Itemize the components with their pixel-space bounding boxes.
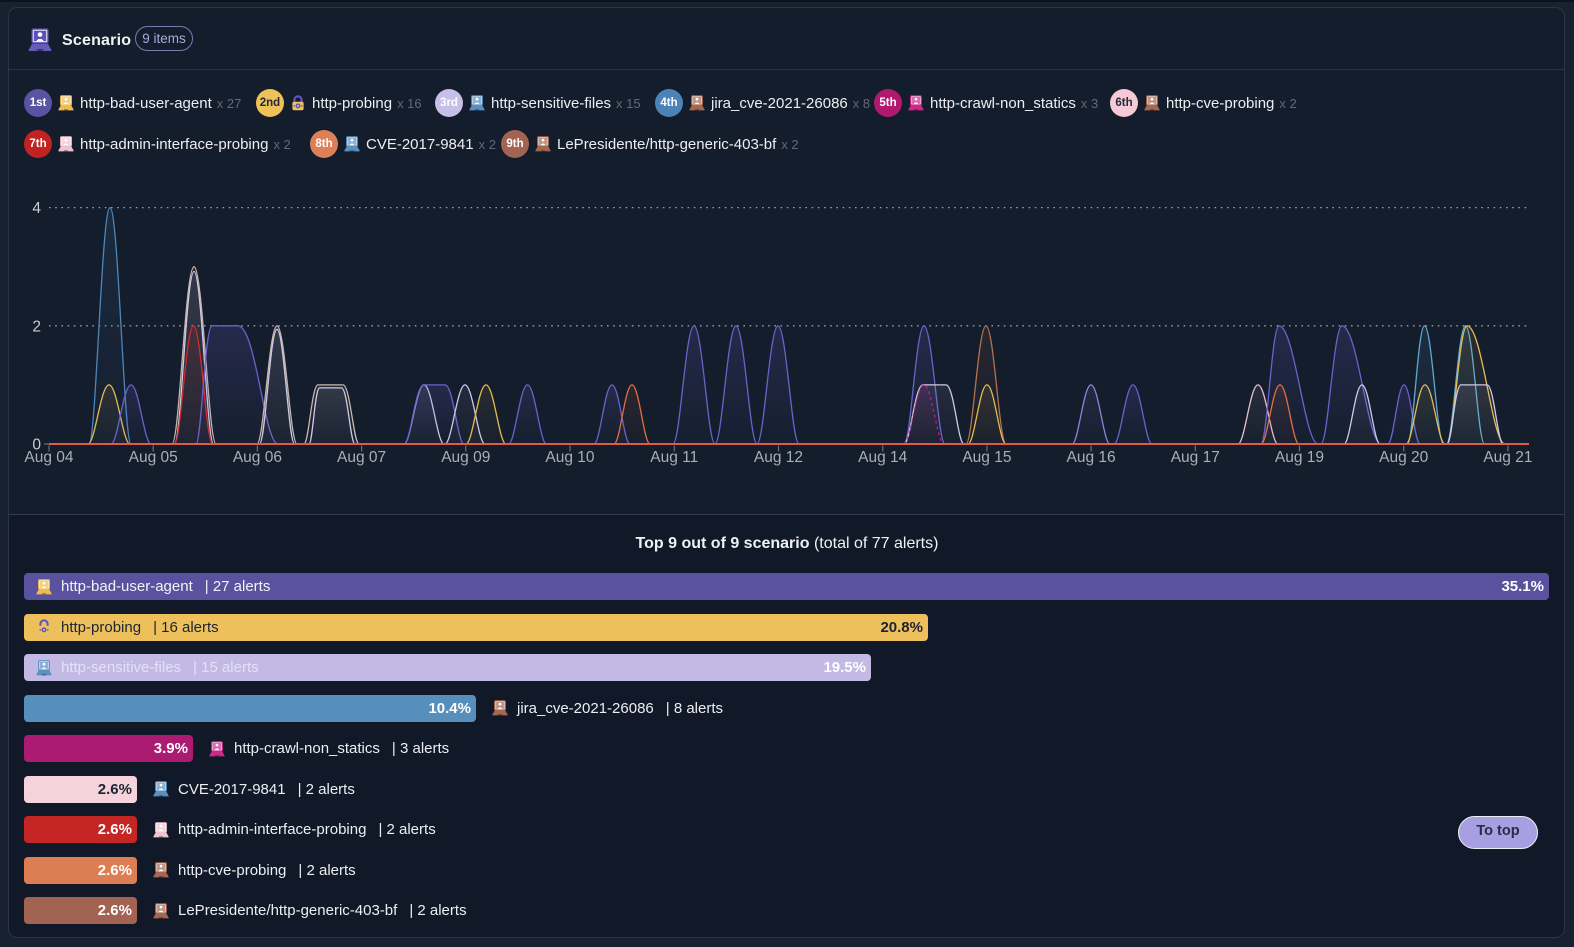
svg-text:Aug 10: Aug 10: [545, 449, 595, 466]
svg-text:4: 4: [32, 200, 41, 217]
svg-text:Aug 17: Aug 17: [1171, 449, 1220, 466]
svg-text:Aug 14: Aug 14: [858, 449, 908, 466]
svg-text:2: 2: [32, 318, 41, 335]
svg-text:Aug 20: Aug 20: [1379, 449, 1429, 466]
svg-text:Aug 15: Aug 15: [962, 449, 1011, 466]
svg-text:Aug 21: Aug 21: [1483, 449, 1532, 466]
svg-text:Aug 07: Aug 07: [337, 449, 386, 466]
svg-text:Aug 19: Aug 19: [1275, 449, 1324, 466]
svg-text:Aug 16: Aug 16: [1067, 449, 1116, 466]
svg-text:Aug 12: Aug 12: [754, 449, 803, 466]
svg-text:Aug 09: Aug 09: [441, 449, 490, 466]
svg-text:0: 0: [32, 437, 41, 454]
svg-text:Aug 04: Aug 04: [24, 449, 74, 466]
svg-text:Aug 11: Aug 11: [650, 449, 698, 466]
svg-text:Aug 05: Aug 05: [129, 449, 178, 466]
svg-text:Aug 06: Aug 06: [233, 449, 282, 466]
